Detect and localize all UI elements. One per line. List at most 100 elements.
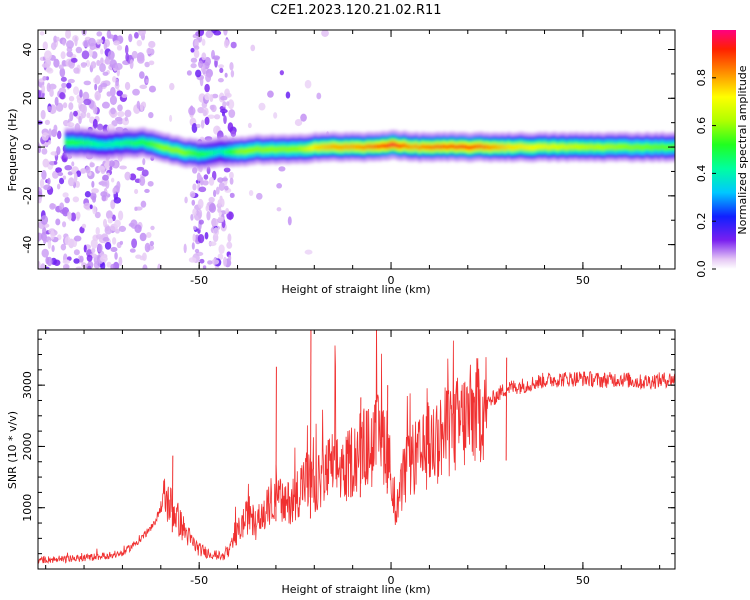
noise-blob xyxy=(304,79,312,89)
band-cell xyxy=(583,144,588,150)
noise-blob xyxy=(129,248,136,253)
band-cell xyxy=(519,144,524,149)
noise-blob xyxy=(225,207,230,214)
noise-blob xyxy=(142,158,146,166)
band-cell xyxy=(77,140,82,145)
noise-blob xyxy=(227,122,234,132)
noise-blob xyxy=(97,243,103,253)
band-cell xyxy=(513,145,518,150)
noise-blob xyxy=(256,192,263,200)
noise-blob xyxy=(58,64,64,70)
noise-blob xyxy=(83,244,87,253)
band-cell xyxy=(549,144,555,150)
noise-blob xyxy=(198,219,204,225)
noise-blob xyxy=(57,130,62,140)
band-cell xyxy=(218,149,223,154)
noise-blob xyxy=(110,199,116,210)
band-cell xyxy=(365,144,370,149)
band-cell xyxy=(482,144,487,150)
noise-blob xyxy=(217,199,222,207)
noise-blob xyxy=(205,72,212,83)
band-cell xyxy=(104,142,109,148)
noise-blob xyxy=(87,265,92,269)
band-cell xyxy=(285,147,291,152)
noise-blob xyxy=(205,205,210,212)
band-cell xyxy=(233,149,238,154)
band-cell xyxy=(531,145,536,150)
band-cell xyxy=(565,145,570,150)
noise-blob xyxy=(99,63,106,73)
band-cell xyxy=(92,141,97,146)
noise-blob xyxy=(219,195,223,201)
band-cell xyxy=(239,148,245,154)
noise-blob xyxy=(62,38,66,46)
noise-blob xyxy=(220,95,228,101)
heatmap-xlabel: Height of straight line (km) xyxy=(281,283,430,296)
band-cell xyxy=(645,144,650,149)
band-cell xyxy=(577,145,582,150)
band-cell xyxy=(374,144,380,149)
band-cell xyxy=(288,146,294,152)
band-cell xyxy=(439,144,444,150)
noise-blob xyxy=(116,181,121,190)
noise-blob xyxy=(258,102,266,111)
noise-blob xyxy=(83,80,92,86)
noise-blob xyxy=(100,169,106,174)
noise-blob xyxy=(221,177,228,182)
band-cell xyxy=(411,144,416,150)
noise-blob xyxy=(222,256,227,267)
noise-blob xyxy=(92,195,97,203)
band-cell xyxy=(95,142,100,147)
noise-blob xyxy=(220,108,228,114)
band-cell xyxy=(64,140,70,145)
noise-blob xyxy=(79,89,83,98)
noise-blob xyxy=(62,175,67,180)
band-cell xyxy=(485,144,490,150)
noise-blob xyxy=(44,119,50,125)
noise-blob xyxy=(226,211,234,220)
noise-blob xyxy=(132,88,140,96)
noise-blob xyxy=(102,71,109,76)
noise-blob xyxy=(124,44,129,55)
noise-blob xyxy=(287,216,292,226)
noise-blob xyxy=(217,77,224,83)
band-cell xyxy=(252,147,257,153)
noise-blob xyxy=(75,266,83,269)
noise-blob xyxy=(104,241,112,250)
band-cell xyxy=(556,145,561,150)
noise-blob xyxy=(128,222,135,227)
band-cell xyxy=(310,145,315,151)
noise-blob xyxy=(211,93,219,99)
band-cell xyxy=(282,146,288,152)
noise-blob xyxy=(223,39,229,49)
noise-blob xyxy=(229,177,234,185)
noise-blob xyxy=(75,46,83,54)
band-cell xyxy=(648,145,653,150)
noise-blob xyxy=(95,227,100,236)
noise-blob xyxy=(226,101,230,106)
noise-blob xyxy=(99,48,104,55)
band-cell xyxy=(562,144,567,149)
noise-blob xyxy=(73,172,78,183)
band-cell xyxy=(249,148,254,153)
noise-blob xyxy=(193,49,200,59)
noise-blob xyxy=(50,42,57,51)
noise-blob xyxy=(73,258,80,264)
noise-blob xyxy=(41,248,49,258)
band-cell xyxy=(537,144,542,149)
noise-blob xyxy=(38,194,42,204)
noise-blob xyxy=(45,76,50,81)
noise-blob xyxy=(40,263,46,269)
noise-blob xyxy=(89,162,95,168)
band-cell xyxy=(144,141,149,146)
band-cell xyxy=(126,140,131,145)
heatmap-cells xyxy=(38,30,675,269)
band-cell xyxy=(362,145,367,150)
noise-blob xyxy=(62,221,67,228)
band-cell xyxy=(138,140,143,145)
noise-blob xyxy=(79,255,84,263)
noise-blob xyxy=(211,259,220,265)
noise-blob xyxy=(131,50,138,59)
noise-blob xyxy=(195,31,200,37)
noise-blob xyxy=(39,31,45,36)
